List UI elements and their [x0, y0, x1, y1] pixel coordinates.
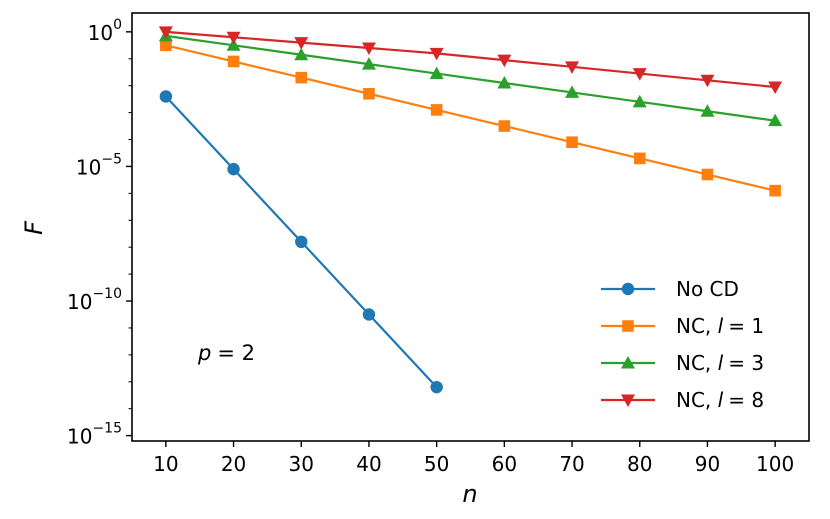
x-tick-label: 100 [756, 452, 794, 476]
annotation-p: p = 2 [197, 341, 255, 365]
x-tick-label: 10 [153, 452, 178, 476]
data-point [768, 81, 783, 95]
data-point [294, 37, 309, 50]
data-point [497, 54, 512, 68]
data-point [429, 66, 444, 80]
data-point [362, 308, 376, 321]
plot-frame [131, 12, 810, 442]
data-point [633, 152, 646, 165]
data-point [227, 162, 240, 176]
series-1 [159, 90, 443, 394]
x-axis: 10 20 30 40 50 60 70 80 90 100 [153, 441, 794, 476]
x-axis-label: n [462, 480, 477, 508]
legend-label: NC, l = 8 [676, 388, 764, 412]
legend-label: NC, l = 1 [676, 314, 764, 338]
legend-item: NC, l = 3 [601, 351, 764, 375]
series-line [165, 34, 776, 122]
data-point [429, 47, 444, 61]
x-tick-label: 30 [289, 452, 314, 476]
data-point [294, 47, 309, 61]
y-tick-label: 100 [88, 17, 122, 45]
legend-marker [622, 320, 634, 332]
legend-item: NC, l = 1 [601, 314, 764, 338]
data-point [700, 74, 715, 88]
annotation-var: p [197, 341, 211, 365]
series-line [165, 44, 776, 192]
y-tick-label: 10−10 [67, 286, 122, 314]
data-point [566, 136, 578, 149]
series-2 [160, 39, 781, 197]
series-3 [158, 28, 783, 127]
data-point [295, 71, 308, 84]
data-point [158, 26, 173, 39]
data-point [632, 68, 647, 81]
y-tick-label: 10−15 [67, 421, 122, 449]
data-point [632, 94, 647, 108]
data-point [701, 168, 714, 181]
data-point [768, 113, 783, 127]
data-point [565, 61, 580, 74]
y-tick-label: 10−5 [76, 151, 122, 179]
data-point [497, 75, 512, 89]
data-point [227, 55, 240, 68]
annotation-value: = 2 [217, 341, 255, 365]
data-point [363, 87, 375, 100]
data-point [295, 235, 308, 249]
data-point [430, 104, 443, 116]
data-point [159, 90, 173, 103]
data-point [430, 380, 443, 394]
x-tick-label: 70 [559, 452, 584, 476]
legend-label: NC, l = 3 [676, 351, 764, 375]
x-tick-label: 60 [492, 452, 517, 476]
x-tick-label: 90 [695, 452, 720, 476]
legend-marker [621, 394, 635, 407]
data-point [565, 85, 580, 98]
data-point [769, 184, 781, 197]
y-axis-label: F [20, 220, 48, 235]
data-point [361, 57, 376, 70]
data-point [700, 104, 715, 117]
legend-item: No CD [601, 277, 739, 301]
data-point [226, 31, 241, 45]
x-tick-label: 20 [221, 452, 246, 476]
x-tick-label: 40 [356, 452, 381, 476]
x-tick-label: 80 [627, 452, 652, 476]
series-layer [158, 26, 783, 394]
data-point [226, 38, 241, 51]
series-4 [158, 26, 783, 95]
legend-label: No CD [676, 277, 739, 301]
legend-item: NC, l = 8 [601, 388, 764, 412]
legend: No CD NC, l = 1 NC, l = 3 NC, l = 8 [601, 277, 764, 412]
legend-marker [621, 356, 635, 369]
data-point [498, 120, 511, 132]
series-line [165, 30, 776, 89]
data-point [361, 42, 376, 55]
x-tick-label: 50 [424, 452, 449, 476]
y-axis: 100 10−5 10−10 10−15 [67, 17, 132, 449]
data-point [160, 39, 172, 52]
legend-marker [621, 282, 635, 296]
